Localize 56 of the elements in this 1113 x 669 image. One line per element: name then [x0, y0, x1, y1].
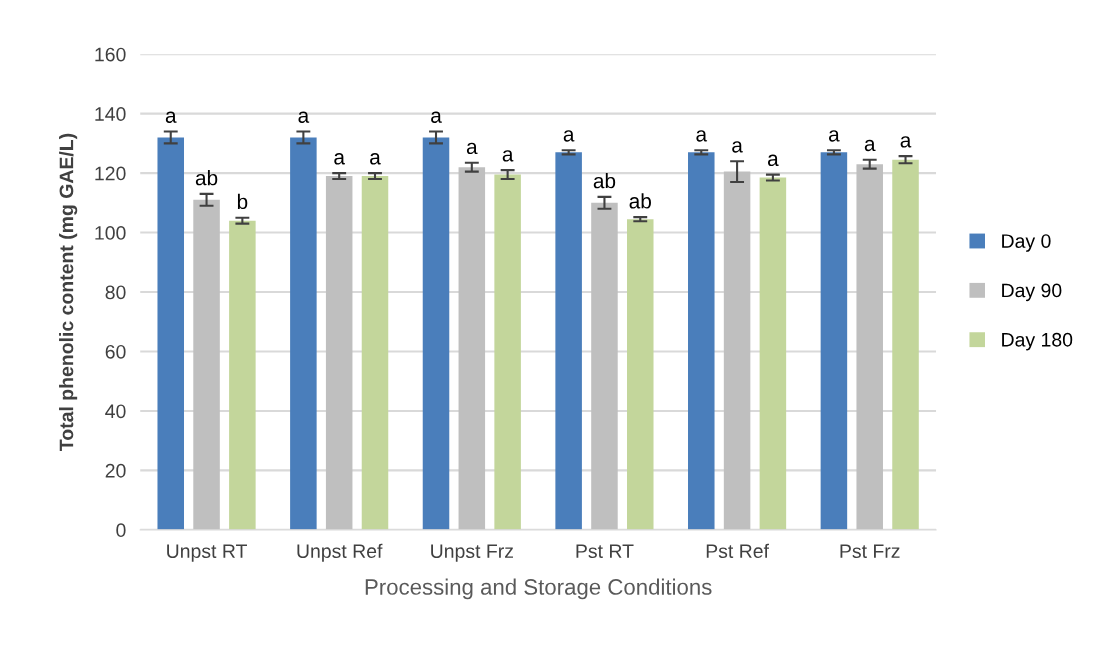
y-tick-label: 20: [105, 463, 126, 478]
data-label: a: [732, 141, 743, 153]
x-tick-label: Pst Ref: [706, 543, 769, 559]
data-label: a: [298, 111, 310, 123]
data-label: a: [431, 111, 442, 123]
bar: [361, 176, 389, 530]
data-label: a: [502, 150, 514, 162]
data-label: ab: [195, 170, 218, 186]
x-tick-label: Unpst Ref: [297, 543, 383, 562]
x-tick-label: Pst RT: [576, 544, 634, 559]
bar: [157, 137, 185, 530]
y-axis-title: Total phenolic content (mg GAE/L): [59, 133, 78, 451]
y-tick-label: 80: [105, 285, 126, 300]
y-tick-label: 60: [105, 344, 126, 359]
y-tick-label: 100: [95, 226, 126, 240]
bar: [229, 220, 256, 530]
bar: [555, 152, 582, 530]
legend-label: Day 90: [1002, 283, 1062, 302]
data-label: a: [767, 154, 779, 167]
y-tick-label: 140: [95, 107, 126, 121]
x-tick-label: Pst Frz: [840, 544, 900, 559]
bar: [422, 137, 450, 530]
y-tick-label: 120: [95, 166, 126, 181]
data-label: a: [334, 153, 345, 165]
bar: [193, 199, 220, 530]
bar: [458, 167, 486, 530]
x-tick-label: Unpst RT: [167, 544, 247, 562]
bar: [591, 202, 618, 530]
data-label: ab: [593, 173, 616, 189]
data-label: a: [563, 130, 575, 142]
data-label: a: [696, 130, 708, 142]
bar: [627, 219, 654, 530]
bar: [856, 164, 883, 530]
bar: [759, 177, 787, 530]
x-axis-title: Processing and Storage Conditions: [365, 578, 712, 600]
bar: [325, 176, 353, 530]
bar: [494, 174, 521, 530]
bar: [688, 152, 715, 530]
data-label: a: [466, 142, 478, 155]
data-label: ab: [629, 193, 651, 209]
bar: [820, 152, 848, 530]
bar: [723, 171, 751, 530]
x-tick-label: Unpst Frz: [431, 544, 513, 562]
legend-label: Day 180: [1002, 332, 1073, 351]
data-label: a: [829, 130, 840, 142]
y-tick-label: 0: [116, 523, 126, 538]
y-tick-label: 160: [95, 47, 126, 62]
data-label: a: [864, 139, 876, 152]
data-label: a: [165, 111, 177, 123]
data-label: b: [237, 193, 248, 210]
bar: [892, 159, 919, 530]
legend-label: Day 0: [1002, 234, 1051, 252]
data-label: a: [900, 136, 912, 148]
data-label: a: [370, 153, 381, 165]
y-tick-label: 40: [105, 404, 126, 419]
bar: [290, 137, 317, 530]
